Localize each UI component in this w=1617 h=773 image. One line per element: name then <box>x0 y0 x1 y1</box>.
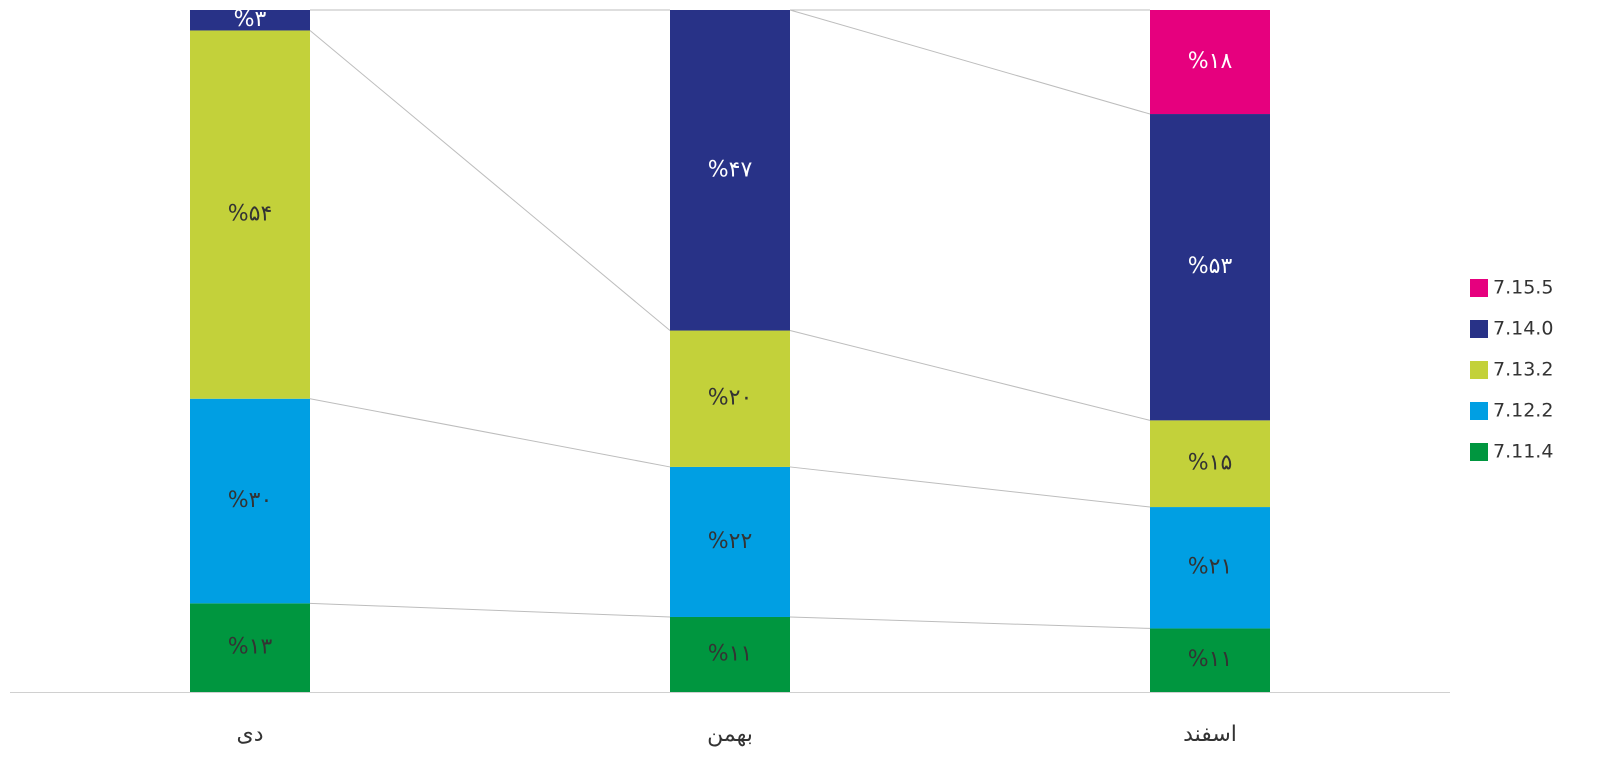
bar-segment <box>1150 420 1270 508</box>
bar-segment <box>670 10 790 331</box>
series-line <box>309 398 671 468</box>
legend-swatch <box>1470 279 1488 297</box>
data-label: %۲۱ <box>1188 555 1233 580</box>
bar-segment <box>670 616 790 692</box>
legend-swatch <box>1470 361 1488 379</box>
series-line <box>309 30 671 331</box>
legend-label: 7.12.2 <box>1493 400 1553 422</box>
bar-segment <box>670 466 790 617</box>
data-label: %۱۱ <box>708 641 753 666</box>
data-label: %۳۰ <box>228 488 273 513</box>
series-line <box>309 602 671 618</box>
series-line <box>789 616 1151 629</box>
data-label: %۱۳ <box>228 635 273 660</box>
bar-segment <box>190 30 310 399</box>
series-line <box>789 466 1151 508</box>
data-label: %۲۲ <box>708 529 753 554</box>
legend-label: 7.14.0 <box>1493 318 1553 340</box>
bar-segment <box>190 398 310 604</box>
series-line <box>789 9 1151 115</box>
data-label: %۱۱ <box>1188 647 1233 672</box>
legend-label: 7.15.5 <box>1493 277 1553 299</box>
bar-segment <box>1150 114 1270 421</box>
bar-segment <box>1150 628 1270 692</box>
data-label: %۱۸ <box>1188 49 1233 74</box>
data-label: %۵۳ <box>1188 254 1233 279</box>
legend-label: 7.13.2 <box>1493 359 1553 381</box>
legend-swatch <box>1470 320 1488 338</box>
data-label: %۲۰ <box>708 386 753 411</box>
legend-swatch <box>1470 443 1488 461</box>
legend-label: 7.11.4 <box>1493 441 1553 463</box>
x-tick-label: دی <box>236 722 263 747</box>
series-line <box>789 330 1151 421</box>
data-label: %۵۴ <box>228 202 273 227</box>
data-label: %۳ <box>234 7 267 32</box>
bar-segment <box>670 330 790 467</box>
bar-segment <box>1150 507 1270 629</box>
data-label: %۴۷ <box>708 157 753 182</box>
bar-segment <box>1150 10 1270 115</box>
bar-segment <box>190 10 310 31</box>
x-tick-label: بهمن <box>707 722 753 747</box>
x-tick-label: اسفند <box>1183 722 1237 747</box>
data-label: %۱۵ <box>1188 451 1233 476</box>
bar-segment <box>190 603 310 692</box>
legend-swatch <box>1470 402 1488 420</box>
